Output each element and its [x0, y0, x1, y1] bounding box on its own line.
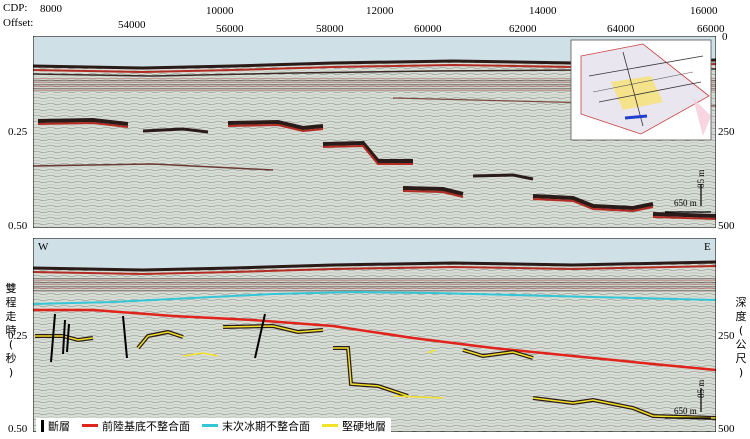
- legend-label: 堅硬地層: [342, 419, 386, 433]
- depth-tick: 250: [718, 330, 735, 342]
- legend-item-fault: 斷層: [41, 418, 70, 434]
- offset-label: Offset:: [3, 17, 34, 29]
- legend: 斷層 前陸基底不整合面 末次冰期不整合面 堅硬地層: [36, 418, 391, 433]
- last-glacial-unconformity: [33, 290, 716, 305]
- foreland-basement-unconformity: [33, 308, 716, 372]
- legend-label: 前陸基底不整合面: [102, 419, 190, 433]
- twt-tick: 0.50: [8, 423, 28, 435]
- location-inset-map: [570, 39, 712, 141]
- scalebar-h-label: 650 m: [674, 198, 697, 208]
- depth-tick: 250: [718, 126, 735, 138]
- legend-label: 斷層: [48, 419, 70, 433]
- cdp-tick: 8000: [40, 3, 62, 15]
- left-axis-title: 雙 程 走 時 ( 秒 ): [5, 282, 17, 379]
- scalebar-v-label: 85 m: [696, 379, 706, 398]
- offset-tick: 64000: [607, 23, 635, 35]
- cdp-tick: 10000: [206, 5, 234, 17]
- offset-tick: 54000: [118, 19, 146, 31]
- scalebar-h-label: 650 m: [674, 406, 697, 416]
- depth-tick: 500: [718, 423, 735, 435]
- legend-item-foreland-unconformity: 前陸基底不整合面: [82, 418, 190, 434]
- offset-tick: 66000: [697, 23, 725, 35]
- direction-east: E: [704, 241, 711, 253]
- cdp-tick: 12000: [366, 5, 394, 17]
- seismic-panel-top: [33, 36, 716, 228]
- legend-item-hard-layer: 堅硬地層: [322, 418, 386, 434]
- legend-swatch: [202, 424, 218, 427]
- cdp-tick: 16000: [690, 5, 718, 17]
- fault-lines: [50, 313, 266, 363]
- twt-tick: 0.50: [8, 220, 28, 232]
- seismic-panel-bottom: [33, 238, 716, 432]
- depth-tick: 0: [722, 31, 728, 43]
- offset-tick: 62000: [509, 23, 537, 35]
- twt-tick: 0.25: [8, 126, 28, 138]
- legend-swatch: [41, 419, 44, 432]
- direction-west: W: [38, 241, 49, 253]
- offset-tick: 60000: [414, 23, 442, 35]
- legend-label: 末次冰期不整合面: [222, 419, 310, 433]
- legend-swatch: [82, 424, 98, 427]
- twt-tick: 0.25: [8, 330, 28, 342]
- depth-tick: 500: [718, 220, 735, 232]
- offset-tick: 58000: [316, 23, 344, 35]
- right-axis-title: 深 度 ( 公 尺 ): [735, 296, 747, 379]
- offset-tick: 56000: [216, 23, 244, 35]
- cdp-tick: 14000: [529, 5, 557, 17]
- scalebar-v-label: 85 m: [696, 169, 706, 188]
- legend-item-glacial-unconformity: 末次冰期不整合面: [202, 418, 310, 434]
- legend-swatch: [322, 424, 338, 427]
- cdp-label: CDP:: [3, 2, 28, 14]
